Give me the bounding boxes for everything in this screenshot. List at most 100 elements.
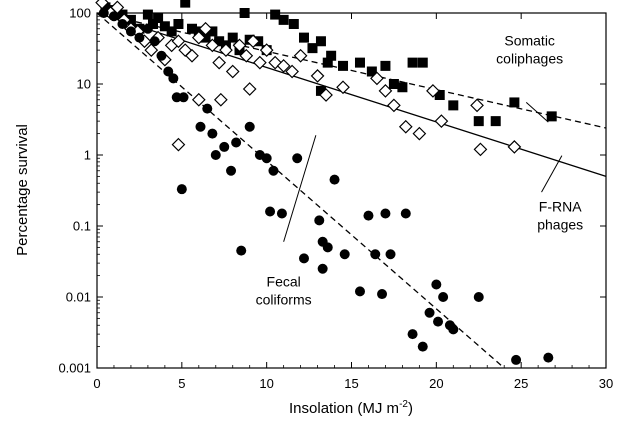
x-axis-label: Insolation (MJ m-2) xyxy=(289,399,413,417)
data-point-diamond xyxy=(378,84,393,98)
data-point-circle xyxy=(178,92,189,103)
data-point-square xyxy=(142,9,153,20)
data-point-diamond xyxy=(246,34,260,49)
data-point-square xyxy=(434,89,445,100)
x-axis-label-main: Insolation (MJ m xyxy=(289,400,399,417)
data-point-diamond xyxy=(293,48,308,63)
data-point-circle xyxy=(231,137,242,148)
data-point-diamond xyxy=(398,119,413,134)
data-point-square xyxy=(417,57,428,68)
data-point-square xyxy=(315,36,326,47)
data-point-square xyxy=(180,0,191,8)
data-point-circle xyxy=(261,153,272,164)
annotation-label: Fecal xyxy=(267,274,301,290)
data-point-circle xyxy=(329,174,340,185)
data-point-circle xyxy=(98,8,109,18)
data-markers xyxy=(95,0,557,365)
y-axis-label: Percentage survival xyxy=(14,124,31,256)
fit-line-dashed xyxy=(96,12,505,369)
data-point-square xyxy=(187,23,198,34)
data-point-square xyxy=(397,82,408,93)
data-point-square xyxy=(270,9,281,20)
annotation-leader-line xyxy=(525,102,549,123)
axis-ticks xyxy=(96,12,607,369)
data-point-diamond xyxy=(310,69,325,83)
data-point-diamond xyxy=(171,137,186,152)
x-tick-label: 25 xyxy=(514,376,528,391)
data-point-square xyxy=(298,32,309,43)
x-axis-label-sup: -2 xyxy=(399,399,408,410)
data-point-square xyxy=(326,50,337,61)
data-point-square xyxy=(153,13,164,24)
annotation-label: Somatic xyxy=(504,32,555,48)
data-point-square xyxy=(100,2,111,13)
data-point-circle xyxy=(448,324,459,335)
data-point-circle xyxy=(400,208,411,219)
data-point-square xyxy=(490,116,501,127)
data-point-circle xyxy=(149,36,160,47)
data-point-diamond xyxy=(205,38,220,53)
data-point-diamond xyxy=(507,140,522,154)
y-tick-label: 0.01 xyxy=(66,290,91,305)
data-point-diamond xyxy=(219,43,233,57)
data-point-circle xyxy=(354,286,365,297)
data-point-square xyxy=(388,79,399,89)
data-point-diamond xyxy=(473,142,488,157)
data-point-circle xyxy=(511,354,522,365)
data-point-square xyxy=(227,32,238,43)
data-point-diamond xyxy=(336,80,350,95)
data-point-circle xyxy=(438,292,449,302)
data-point-circle xyxy=(268,165,279,176)
data-point-square xyxy=(159,21,170,32)
data-point-circle xyxy=(363,210,374,221)
data-point-diamond xyxy=(214,92,228,107)
annotation-leader-line xyxy=(541,155,563,193)
data-point-circle xyxy=(433,316,444,327)
data-point-diamond xyxy=(434,114,449,128)
data-point-circle xyxy=(210,150,221,160)
x-tick-label: 30 xyxy=(599,376,613,391)
data-point-diamond xyxy=(387,98,401,113)
data-point-diamond xyxy=(276,59,291,73)
y-tick-label: 0.001 xyxy=(58,361,91,376)
data-point-circle xyxy=(125,26,136,37)
data-point-circle xyxy=(156,50,167,61)
x-tick-label: 5 xyxy=(178,376,185,391)
data-point-diamond xyxy=(191,92,206,107)
data-point-circle xyxy=(265,206,276,217)
fit-line-dashed xyxy=(96,12,607,129)
data-point-circle xyxy=(202,103,213,114)
data-point-square xyxy=(322,57,333,68)
data-point-circle xyxy=(108,11,119,22)
data-point-circle xyxy=(292,153,303,164)
data-point-circle xyxy=(276,208,287,219)
x-tick-label: 15 xyxy=(344,376,358,391)
data-point-circle xyxy=(142,23,153,34)
data-point-diamond xyxy=(370,71,384,86)
data-point-diamond xyxy=(232,38,247,53)
data-point-circle xyxy=(163,66,174,77)
data-point-square xyxy=(448,100,459,111)
data-point-circle xyxy=(195,121,206,132)
data-point-circle xyxy=(317,263,328,274)
y-tick-label: 0.1 xyxy=(73,219,91,234)
data-point-square xyxy=(288,18,299,29)
data-point-diamond xyxy=(225,64,240,79)
data-point-square xyxy=(380,60,391,71)
data-point-circle xyxy=(377,289,388,300)
data-point-circle xyxy=(314,215,325,226)
data-point-square xyxy=(207,26,218,37)
data-point-square xyxy=(278,14,289,25)
data-point-square xyxy=(546,111,557,122)
data-point-diamond xyxy=(253,55,267,70)
x-tick-labels: 0 5 10 15 20 25 30 xyxy=(93,376,613,391)
series-annotations: Somatic coliphages F-RNA phages Fecal colifor… xyxy=(256,32,584,307)
data-point-square xyxy=(473,116,484,127)
data-point-circle xyxy=(317,236,328,247)
data-point-circle xyxy=(244,121,255,132)
data-point-circle xyxy=(298,253,309,264)
data-point-square xyxy=(239,8,250,18)
y-tick-labels: 100 10 1 0.1 0.01 0.001 xyxy=(58,6,91,376)
data-point-square xyxy=(338,60,349,71)
